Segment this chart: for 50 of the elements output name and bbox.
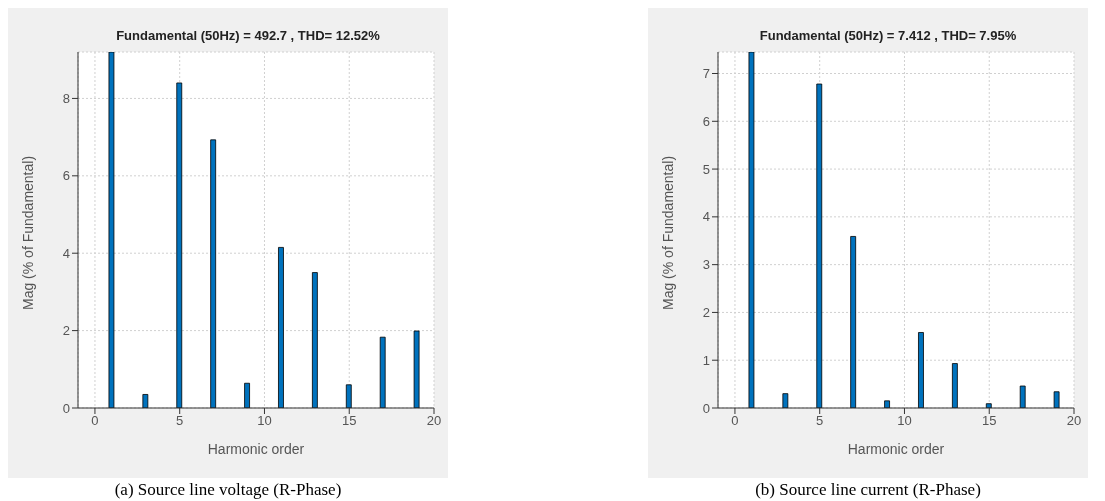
bar <box>176 82 183 408</box>
y-tick-label: 3 <box>702 257 710 273</box>
y-tick-label: 8 <box>62 91 70 107</box>
bar <box>850 236 857 408</box>
x-tick-label: 20 <box>426 413 442 429</box>
bar <box>108 52 115 408</box>
y-tick-label: 2 <box>62 323 70 339</box>
x-axis-title: Harmonic order <box>207 441 305 457</box>
x-tick-label: 5 <box>816 413 824 429</box>
y-tick-label: 1 <box>702 352 710 368</box>
y-tick-label: 4 <box>702 209 710 225</box>
bar <box>748 52 755 408</box>
y-axis-title: Mag (% of Fundamental) <box>19 155 36 310</box>
text: (b) Source line current (R-Phase) <box>754 480 982 500</box>
chart-title: Fundamental (50Hz) = 492.7 , THD= 12.52% <box>115 28 381 43</box>
y-tick-label: 0 <box>62 400 70 416</box>
bar <box>951 363 958 408</box>
x-tick-label: 0 <box>91 413 99 429</box>
text: (a) Source line voltage (R-Phase) <box>113 480 343 500</box>
x-tick-label: 15 <box>982 413 997 429</box>
bar <box>782 393 789 408</box>
bar <box>413 330 420 408</box>
chart-title: Fundamental (50Hz) = 7.412 , THD= 7.95% <box>758 28 1018 43</box>
bar <box>816 83 823 408</box>
x-tick-label: 10 <box>257 413 272 429</box>
bar <box>278 247 284 408</box>
bar <box>1053 391 1060 408</box>
bar <box>311 272 318 408</box>
bar <box>1019 385 1026 408</box>
x-tick-label: 20 <box>1066 413 1082 429</box>
y-tick-label: 6 <box>62 168 70 184</box>
bar <box>884 400 890 408</box>
bar <box>379 336 386 408</box>
bar <box>142 394 149 408</box>
y-tick-label: 2 <box>702 305 710 321</box>
x-tick-label: 0 <box>731 413 739 429</box>
y-tick-label: 6 <box>702 113 710 129</box>
bar <box>345 384 352 408</box>
y-axis-title: Mag (% of Fundamental) <box>659 155 676 310</box>
y-tick-label: 5 <box>702 161 710 177</box>
y-tick-label: 4 <box>62 245 70 261</box>
x-tick-label: 5 <box>176 413 184 429</box>
x-axis-title: Harmonic order <box>847 441 945 457</box>
y-tick-label: 0 <box>702 400 710 416</box>
x-tick-label: 15 <box>342 413 357 429</box>
bar <box>244 382 250 408</box>
y-tick-label: 7 <box>702 66 710 82</box>
x-tick-label: 10 <box>897 413 912 429</box>
bar <box>918 332 924 408</box>
bar <box>210 139 217 408</box>
